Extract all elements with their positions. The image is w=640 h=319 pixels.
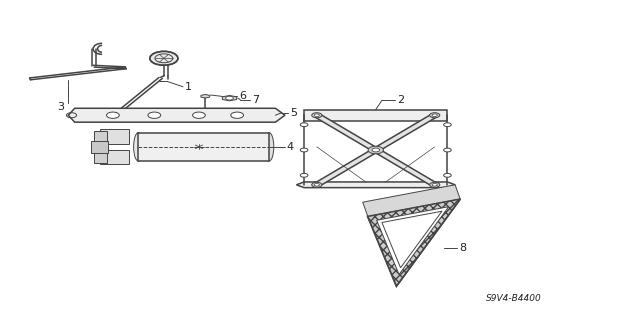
Circle shape	[314, 183, 319, 186]
Polygon shape	[94, 152, 106, 163]
Circle shape	[193, 112, 205, 118]
Polygon shape	[368, 199, 460, 286]
Circle shape	[226, 96, 234, 100]
Circle shape	[444, 174, 451, 177]
Ellipse shape	[264, 133, 274, 161]
Polygon shape	[377, 207, 449, 275]
Text: 5: 5	[290, 108, 297, 118]
Ellipse shape	[134, 133, 143, 161]
Text: S9V4-B4400: S9V4-B4400	[486, 294, 541, 303]
Circle shape	[312, 113, 322, 118]
Circle shape	[372, 148, 380, 152]
Circle shape	[432, 114, 437, 116]
Circle shape	[444, 148, 451, 152]
Text: 8: 8	[459, 243, 466, 253]
Polygon shape	[138, 133, 269, 161]
Circle shape	[314, 114, 319, 116]
Polygon shape	[314, 114, 438, 186]
Circle shape	[444, 123, 451, 127]
Text: 2: 2	[397, 95, 404, 105]
Polygon shape	[91, 141, 108, 153]
Polygon shape	[68, 108, 285, 122]
Circle shape	[300, 148, 308, 152]
Polygon shape	[296, 182, 455, 188]
Text: 6: 6	[239, 91, 246, 101]
Circle shape	[429, 113, 440, 118]
Polygon shape	[368, 199, 460, 286]
Text: 1: 1	[185, 82, 192, 93]
Circle shape	[432, 183, 437, 186]
Circle shape	[429, 182, 440, 187]
Polygon shape	[304, 109, 447, 121]
Text: 3: 3	[57, 102, 64, 112]
Polygon shape	[100, 150, 129, 164]
Circle shape	[300, 174, 308, 177]
Text: 4: 4	[287, 142, 294, 152]
Circle shape	[148, 112, 161, 118]
Polygon shape	[100, 130, 129, 144]
Polygon shape	[222, 95, 237, 101]
Circle shape	[368, 146, 383, 154]
Circle shape	[300, 123, 308, 127]
Circle shape	[312, 182, 322, 187]
Polygon shape	[314, 114, 438, 186]
Circle shape	[106, 112, 119, 118]
Polygon shape	[363, 185, 460, 216]
Circle shape	[150, 51, 178, 65]
Text: 7: 7	[252, 95, 259, 105]
Polygon shape	[201, 94, 210, 98]
Circle shape	[231, 112, 244, 118]
Polygon shape	[94, 131, 106, 142]
Circle shape	[104, 113, 115, 118]
